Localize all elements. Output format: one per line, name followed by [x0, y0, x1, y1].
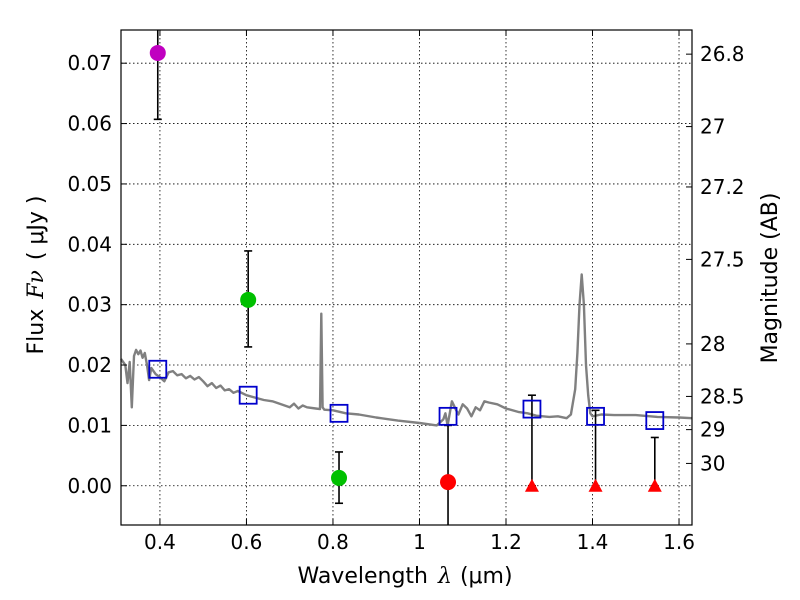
y-tick-label: 0.07: [67, 51, 112, 75]
model-flux-square: [238, 385, 258, 405]
x-tick-label: 1.4: [577, 530, 609, 554]
model-flux-square: [645, 411, 665, 430]
x-tick-label: 1.6: [663, 530, 695, 554]
x-tick-label: 0.4: [144, 530, 176, 554]
mag-tick-label: 28.5: [700, 384, 745, 408]
y-tick-label: 0.01: [67, 413, 112, 437]
upper-limit-triangle: [524, 478, 539, 492]
mag-tick-label: 28: [700, 332, 725, 356]
y-axis-label: FluxFν( μJy ): [24, 195, 49, 354]
upper-limit-triangle: [647, 478, 662, 492]
y-tick-label: 0.05: [67, 172, 112, 196]
x-tick-label: 0.8: [317, 530, 349, 554]
mag-tick-label: 26.8: [700, 42, 745, 66]
model-spectrum-layer: [120, 273, 693, 427]
plot-frame: [120, 29, 693, 526]
x-tick-label: 1: [413, 530, 426, 554]
x-tick-label: 1.2: [490, 530, 522, 554]
upper-limit-triangle: [588, 478, 603, 492]
y-tick-label: 0.02: [67, 353, 112, 377]
model-flux-square: [329, 403, 349, 423]
y-tick-label: 0.03: [67, 293, 112, 317]
x-tick-label: 0.6: [231, 530, 263, 554]
x-axis-label: Wavelength λ (μm): [297, 564, 512, 589]
detection-point: [240, 291, 257, 308]
mag-tick-label: 30: [700, 451, 725, 475]
y-tick-label: 0.04: [67, 232, 112, 256]
y-tick-label: 0.00: [67, 474, 112, 498]
model-flux-square: [522, 399, 542, 419]
y2-axis-label: Magnitude (AB): [758, 193, 783, 364]
model-flux-square: [148, 359, 168, 379]
detection-point: [440, 474, 457, 491]
markers-layer: [148, 44, 665, 492]
mag-tick-label: 27: [700, 115, 725, 139]
detection-point: [149, 44, 166, 61]
mag-tick-label: 29: [700, 418, 725, 442]
ticks-layer: 0.4 0.6 0.8 1 1.2 1.4 1.6 0.00 0.01 0.02 0.03 0.04 0…: [67, 30, 745, 554]
model-spectrum-line: [120, 273, 693, 427]
model-flux-square: [438, 406, 458, 426]
mag-tick-label: 27.2: [700, 175, 745, 199]
y-tick-label: 0.06: [67, 112, 112, 136]
detection-point: [331, 469, 348, 486]
mag-tick-label: 27.5: [700, 247, 745, 271]
model-flux-square: [586, 406, 605, 426]
grid-lines: [121, 30, 692, 525]
